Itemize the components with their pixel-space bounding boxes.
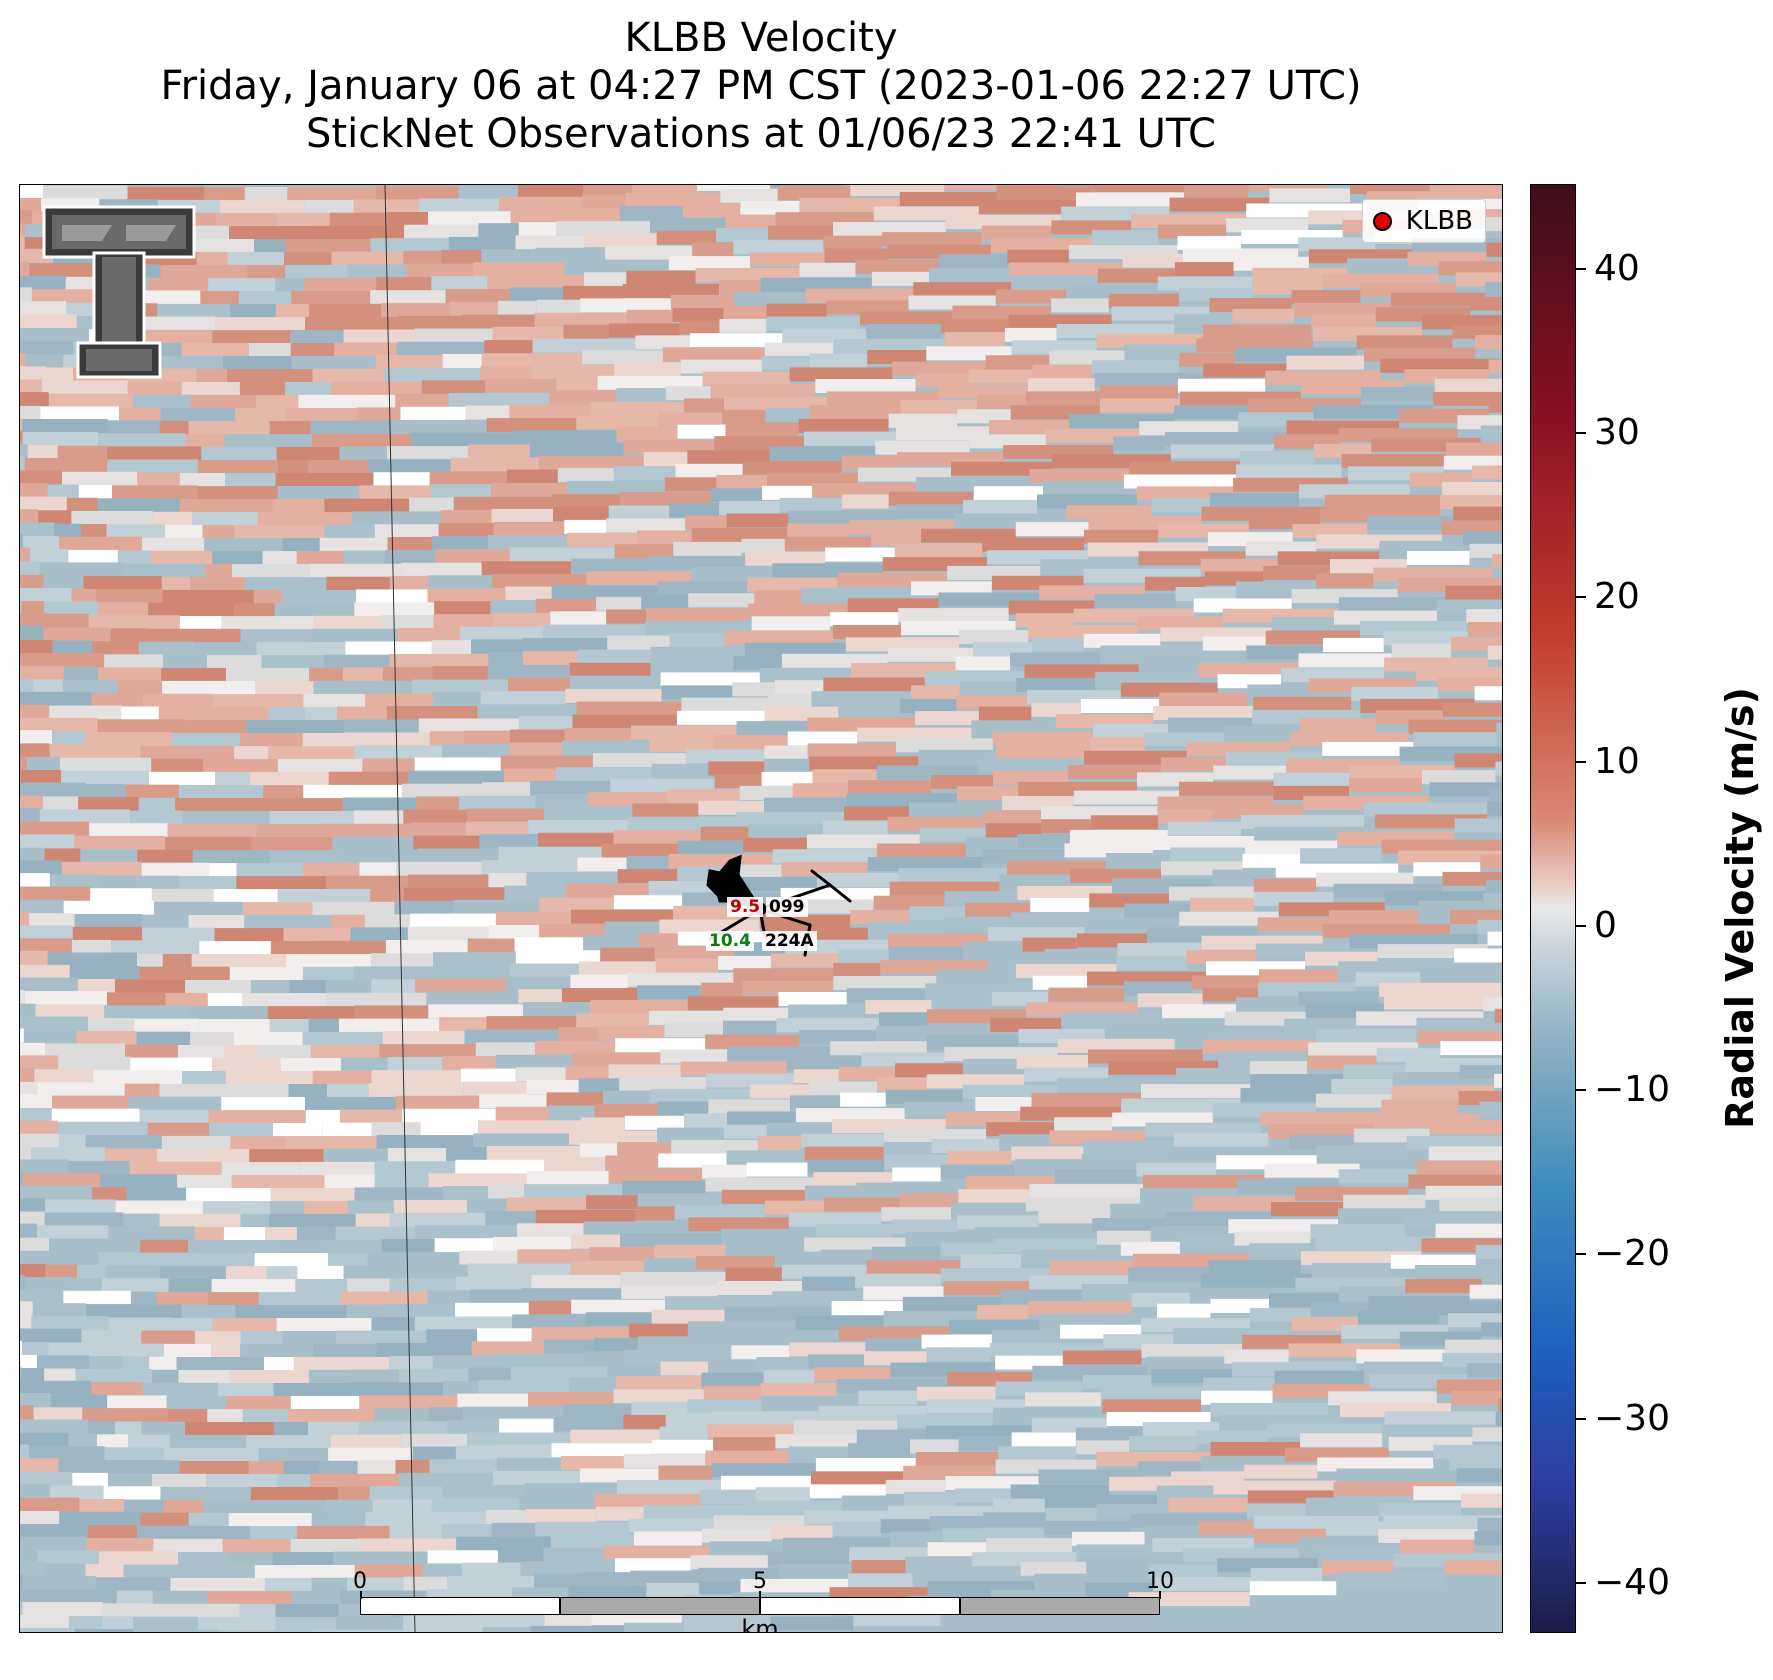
scale-segment — [960, 1597, 1160, 1615]
colorbar-axis-label: Radial Velocity (m/s) — [1718, 687, 1762, 1129]
map-legend: KLBB — [1361, 199, 1486, 243]
station-099-id: 099 — [766, 897, 808, 917]
scale-segment — [560, 1597, 760, 1615]
texas-tech-logo-icon — [42, 205, 196, 379]
radar-map[interactable]: KLBB 9.5 099 10.4 224A 0 5 10 km — [19, 184, 1503, 1633]
chart-subtitle-time: Friday, January 06 at 04:27 PM CST (2023… — [160, 63, 1362, 109]
chart-subtitle-obs: StickNet Observations at 01/06/23 22:41 … — [306, 111, 1216, 157]
colorbar — [1530, 184, 1576, 1633]
station-224a-id: 224A — [762, 931, 817, 951]
scale-tick — [360, 1591, 362, 1599]
station-224a-value: 10.4 — [706, 931, 754, 951]
radar-velocity-field — [20, 185, 1502, 1632]
scale-tick — [759, 1591, 761, 1599]
station-099-value: 9.5 — [727, 897, 764, 917]
chart-title: KLBB Velocity — [624, 15, 898, 61]
scale-label-10: 10 — [1146, 1569, 1174, 1594]
scale-tick — [1159, 1591, 1161, 1599]
radar-site-marker-icon — [1372, 211, 1392, 231]
scale-label-0: 0 — [353, 1569, 367, 1594]
scale-bar: 0 5 10 km — [353, 1569, 1174, 1633]
title-block: KLBB Velocity Friday, January 06 at 04:2… — [0, 14, 1522, 158]
scale-segment — [760, 1597, 960, 1615]
scale-label-5: 5 — [753, 1569, 767, 1594]
scale-segment — [360, 1597, 560, 1615]
legend-label: KLBB — [1405, 206, 1473, 236]
scale-unit-label: km — [741, 1615, 779, 1633]
